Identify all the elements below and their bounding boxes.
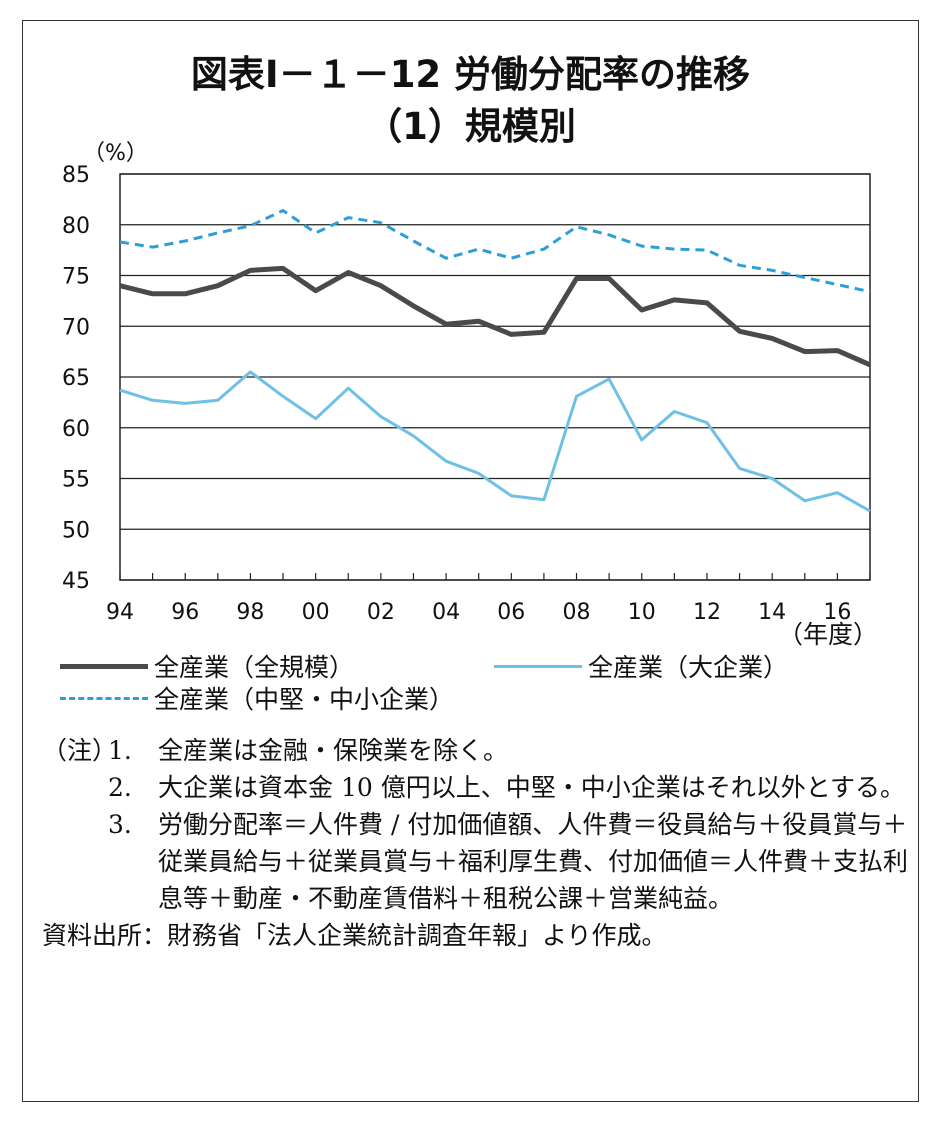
line-chart: 45 50 55 60 65 70 75 80 85 94 96 98 00 02 04 06 08 10 12 14… (62, 141, 878, 649)
note-1-text: 全産業は金融・保険業を除く。 (158, 736, 509, 765)
x-tick-label: 94 (106, 600, 134, 625)
y-tick-label: 55 (62, 468, 90, 493)
x-tick-label: 02 (367, 600, 395, 625)
x-tick-label: 96 (171, 600, 199, 625)
y-tick-label: 70 (62, 315, 90, 340)
note-2: 2. 大企業は資本金 10 億円以上、中堅・中小企業はそれ以外とする。 (42, 769, 912, 806)
y-tick-label: 85 (62, 163, 90, 188)
note-1: （注） 1. 全産業は金融・保険業を除く。 (42, 732, 912, 769)
chart-subtitle: （1）規模別 (365, 105, 576, 148)
legend-label-large: 全産業（大企業） (588, 653, 789, 682)
legend-item-large: 全産業（大企業） (494, 648, 788, 684)
legend-label-small-medium: 全産業（中堅・中小企業） (154, 685, 455, 714)
series-lines (119, 209, 871, 513)
x-tick-label: 06 (497, 600, 525, 625)
y-tick-label: 50 (62, 518, 90, 543)
y-tick-label: 60 (62, 417, 90, 442)
y-tick-label: 65 (62, 366, 90, 391)
source-note: 資料出所：財務省「法人企業統計調査年報」より作成。 (42, 921, 667, 950)
note-3-text: 労働分配率＝人件費 / 付加価値額、人件費＝役員給与＋役員賞与＋従業員給与＋従業… (158, 810, 909, 913)
note-1-number: 1. (108, 736, 132, 765)
notes-section: （注） 1. 全産業は金融・保険業を除く。 2. 大企業は資本金 10 億円以上… (42, 732, 912, 954)
y-unit-label: （%） (83, 141, 148, 166)
x-tick-label: 12 (693, 600, 721, 625)
legend-item-small-medium: 全産業（中堅・中小企業） (60, 680, 454, 716)
grid-lines (120, 173, 870, 581)
series-line-small-medium (119, 209, 871, 294)
note-2-text: 大企業は資本金 10 億円以上、中堅・中小企業はそれ以外とする。 (158, 773, 905, 802)
series-line-all-scale (119, 265, 871, 368)
axes (119, 173, 871, 581)
x-tick-label: 98 (236, 600, 264, 625)
note-3: 3. 労働分配率＝人件費 / 付加価値額、人件費＝役員給与＋役員賞与＋従業員給与… (42, 806, 912, 917)
x-tick-label: 14 (758, 600, 786, 625)
legend-swatch-all-scale (60, 663, 148, 669)
legend-swatch-large (494, 664, 582, 668)
tick-labels: 45 50 55 60 65 70 75 80 85 94 96 98 00 02 04 06 08 10 12 14… (62, 141, 878, 649)
legend-swatch-small-medium (60, 696, 148, 700)
x-tick-label: 08 (563, 600, 591, 625)
legend-item-all-scale: 全産業（全規模） (60, 648, 354, 684)
note-3-number: 3. (108, 810, 132, 839)
y-tick-label: 75 (62, 265, 90, 290)
chart-title: 図表Ⅰ－１－12 労働分配率の推移 (190, 53, 751, 96)
notes-tag: （注） (42, 736, 118, 765)
x-tick-label: 16 (823, 600, 851, 625)
y-tick-label: 80 (62, 214, 90, 239)
x-unit-label: （年度） (778, 620, 878, 649)
legend-label-all-scale: 全産業（全規模） (154, 653, 355, 682)
figure-frame (22, 20, 919, 1102)
series-line-large (119, 370, 871, 513)
plot-area-border (119, 173, 871, 581)
x-tick-label: 10 (628, 600, 656, 625)
y-tick-label: 45 (62, 569, 90, 594)
note-2-number: 2. (108, 773, 132, 802)
x-tick-label: 00 (302, 600, 330, 625)
x-tick-label: 04 (432, 600, 460, 625)
